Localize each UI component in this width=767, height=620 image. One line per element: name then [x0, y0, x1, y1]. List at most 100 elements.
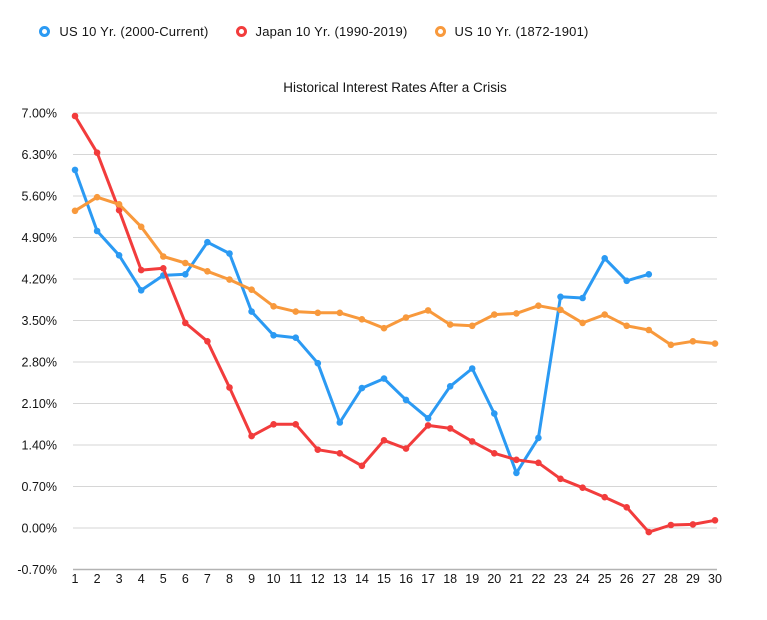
series-line-2 [73, 195, 717, 347]
data-point-marker [446, 321, 454, 328]
x-axis-tick-label: 21 [509, 572, 523, 586]
x-axis-tick-label: 17 [421, 572, 435, 586]
x-axis-tick-label: 29 [686, 572, 700, 586]
x-axis-tick-label: 25 [598, 572, 612, 586]
data-point-marker [336, 450, 344, 457]
data-point-marker [115, 252, 123, 259]
data-point-marker [71, 112, 79, 120]
data-point-marker [137, 287, 145, 294]
x-axis-tick-label: 30 [708, 572, 722, 586]
x-axis-tick-label: 15 [377, 572, 391, 586]
x-axis-tick-label: 11 [289, 572, 302, 586]
data-point-marker [513, 469, 520, 477]
x-axis-tick-label: 6 [182, 572, 189, 586]
x-axis-tick-label: 24 [576, 572, 590, 586]
data-point-marker [160, 253, 167, 260]
legend-label: Japan 10 Yr. (1990-2019) [255, 24, 408, 39]
data-point-marker [358, 316, 366, 323]
legend-item-us-1872[interactable]: US 10 Yr. (1872-1901) [434, 24, 589, 39]
data-point-marker [711, 517, 719, 524]
data-point-marker [292, 334, 300, 342]
data-point-marker [292, 308, 300, 315]
data-point-marker [579, 294, 586, 302]
y-axis-tick-label: 6.30% [22, 148, 57, 162]
data-point-marker [667, 341, 675, 349]
series-line-1 [73, 114, 717, 534]
data-point-marker [689, 338, 697, 345]
data-point-marker [160, 265, 167, 272]
data-point-marker [380, 375, 388, 382]
data-point-marker [336, 309, 344, 317]
data-point-marker [557, 306, 564, 314]
data-point-marker [623, 504, 630, 511]
y-axis-tick-label: 2.10% [22, 397, 57, 411]
x-axis-tick-label: 28 [664, 572, 678, 586]
data-point-marker [513, 310, 520, 317]
data-point-marker [248, 432, 255, 440]
data-point-marker [204, 268, 211, 275]
x-axis-tick-label: 18 [443, 572, 457, 586]
data-point-marker [248, 286, 255, 294]
chart-legend: US 10 Yr. (2000-Current) Japan 10 Yr. (1… [0, 24, 628, 39]
data-point-marker [468, 438, 476, 445]
data-point-marker [270, 332, 277, 339]
legend-ring-icon [39, 26, 51, 37]
data-point-marker [270, 303, 277, 310]
data-point-marker [115, 206, 123, 214]
data-point-marker [248, 308, 255, 315]
data-point-marker [182, 259, 189, 267]
legend-item-us-2000[interactable]: US 10 Yr. (2000-Current) [39, 24, 208, 39]
data-point-marker [402, 314, 410, 321]
legend-label: US 10 Yr. (1872-1901) [454, 24, 589, 39]
data-point-marker [601, 493, 608, 501]
x-axis-tick-label: 23 [554, 572, 568, 586]
data-point-marker [204, 338, 211, 345]
x-axis-tick-label: 26 [620, 572, 634, 586]
data-point-marker [645, 326, 653, 334]
data-point-marker [115, 201, 123, 208]
data-point-marker [336, 419, 344, 426]
data-point-marker [711, 340, 719, 347]
data-point-marker [491, 311, 498, 318]
data-point-marker [380, 324, 388, 332]
x-axis-tick-label: 12 [311, 572, 325, 586]
legend-ring-icon [434, 26, 446, 37]
x-axis-tick-label: 19 [465, 572, 479, 586]
x-axis-tick-label: 13 [333, 572, 347, 586]
data-point-marker [182, 271, 189, 278]
data-point-marker [182, 319, 189, 327]
data-point-marker [270, 421, 277, 428]
y-axis-tick-label: 0.70% [22, 480, 57, 494]
data-point-marker [137, 223, 145, 231]
data-point-marker [358, 384, 366, 392]
data-point-marker [468, 365, 476, 372]
data-point-marker [424, 415, 432, 422]
data-point-marker [601, 311, 608, 318]
data-point-marker [424, 422, 432, 429]
data-point-marker [314, 309, 322, 317]
data-point-marker [358, 462, 366, 470]
data-point-marker [402, 445, 410, 452]
data-point-marker [93, 227, 101, 235]
y-axis-tick-label: 4.90% [22, 231, 57, 245]
x-axis-tick-label: 9 [248, 572, 255, 586]
legend-item-japan-1990[interactable]: Japan 10 Yr. (1990-2019) [235, 24, 408, 39]
x-axis-tick-label: 22 [531, 572, 545, 586]
x-axis-tick-label: 5 [160, 572, 167, 586]
data-point-marker [314, 446, 322, 454]
data-point-marker [137, 266, 145, 274]
legend-ring-icon [235, 26, 247, 37]
data-point-marker [535, 434, 542, 442]
data-point-marker [579, 319, 586, 327]
data-point-marker [667, 521, 675, 529]
y-axis-tick-label: 0.00% [22, 521, 57, 535]
x-axis-tick-label: 10 [267, 572, 281, 586]
x-axis-tick-label: 2 [94, 572, 101, 586]
data-point-marker [71, 166, 79, 174]
data-point-marker [645, 528, 653, 536]
data-point-marker [601, 254, 608, 262]
data-point-marker [535, 302, 542, 310]
y-axis-tick-label: 2.80% [22, 355, 57, 369]
data-point-marker [314, 359, 322, 367]
y-axis-tick-label: 1.40% [22, 438, 57, 452]
